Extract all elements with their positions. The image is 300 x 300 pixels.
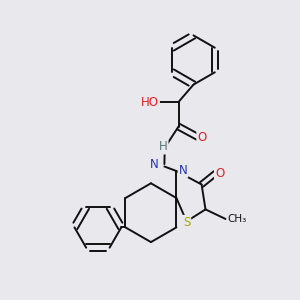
Text: N: N — [178, 164, 188, 177]
Text: O: O — [215, 167, 224, 180]
Text: S: S — [183, 216, 190, 229]
Text: HO: HO — [141, 95, 159, 109]
Text: CH₃: CH₃ — [227, 214, 246, 224]
Text: N: N — [150, 158, 158, 172]
Text: H: H — [159, 140, 168, 154]
Text: O: O — [197, 130, 206, 144]
